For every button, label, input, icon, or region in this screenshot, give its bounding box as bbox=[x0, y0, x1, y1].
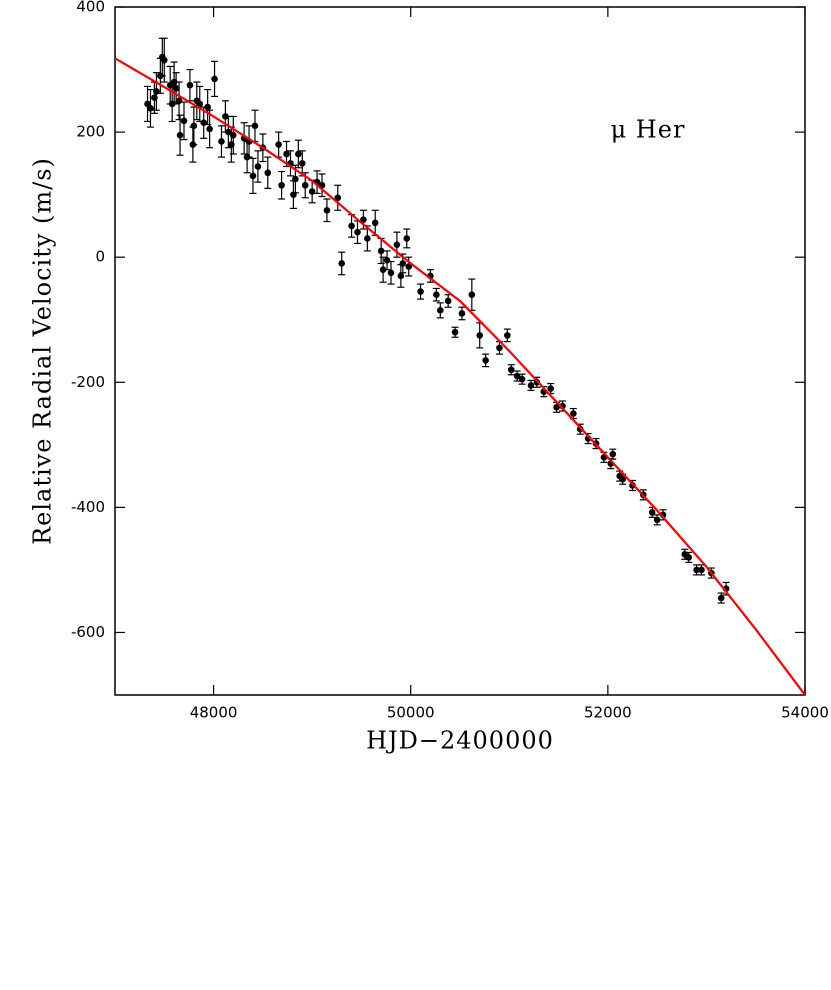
data-point bbox=[225, 128, 232, 136]
y-tick-label: -200 bbox=[71, 373, 105, 391]
data-point bbox=[379, 266, 387, 273]
data-point bbox=[547, 385, 554, 392]
data-point bbox=[504, 332, 511, 339]
data-point bbox=[685, 554, 692, 561]
data-point bbox=[354, 228, 361, 236]
data-point bbox=[196, 100, 204, 108]
data-point bbox=[190, 122, 198, 130]
data-point bbox=[334, 194, 342, 202]
data-point bbox=[180, 117, 188, 125]
data-point bbox=[211, 75, 218, 83]
data-point bbox=[433, 291, 440, 299]
data-point bbox=[417, 288, 424, 295]
data-point bbox=[254, 163, 262, 170]
data-point bbox=[619, 475, 626, 483]
data-point bbox=[176, 131, 184, 139]
data-point bbox=[399, 260, 407, 267]
x-tick-label: 54000 bbox=[781, 704, 829, 722]
data-point bbox=[507, 366, 515, 374]
data-point bbox=[496, 344, 503, 352]
data-point bbox=[377, 247, 385, 255]
data-point bbox=[397, 272, 405, 280]
x-tick-label: 48000 bbox=[190, 704, 238, 722]
data-point bbox=[482, 357, 489, 364]
data-point bbox=[609, 450, 617, 458]
data-point bbox=[206, 125, 213, 133]
y-tick-label: 0 bbox=[95, 248, 105, 266]
data-point bbox=[527, 382, 535, 389]
x-axis-label: HJD−2400000 bbox=[366, 727, 554, 755]
fit-line bbox=[115, 57, 805, 695]
x-tick-label: 52000 bbox=[584, 704, 632, 722]
data-point bbox=[653, 516, 661, 524]
data-point bbox=[444, 297, 452, 305]
data-point bbox=[405, 263, 413, 270]
data-point bbox=[648, 509, 656, 516]
data-point bbox=[283, 150, 290, 158]
data-point bbox=[251, 122, 259, 130]
data-point bbox=[387, 269, 395, 277]
data-point bbox=[393, 241, 401, 248]
x-tick-label: 50000 bbox=[387, 704, 435, 722]
y-tick-label: -400 bbox=[71, 498, 105, 516]
data-point bbox=[298, 160, 306, 167]
data-point bbox=[275, 141, 282, 148]
data-point bbox=[570, 410, 577, 417]
data-point bbox=[364, 235, 371, 242]
plot-frame bbox=[114, 6, 806, 696]
data-point bbox=[518, 375, 526, 383]
data-point bbox=[295, 150, 302, 158]
data-point bbox=[278, 181, 285, 189]
data-point bbox=[249, 172, 257, 180]
data-point bbox=[468, 291, 476, 299]
data-point bbox=[204, 103, 211, 111]
y-tick-label: 400 bbox=[76, 0, 105, 16]
data-point bbox=[476, 332, 484, 339]
data-point bbox=[292, 175, 299, 183]
data-point bbox=[323, 206, 331, 214]
data-point bbox=[172, 85, 180, 92]
data-point bbox=[218, 138, 225, 145]
y-axis-label: Relative Radial Velocity (m/s) bbox=[29, 157, 57, 545]
y-tick-label: 200 bbox=[76, 123, 105, 141]
data-point bbox=[458, 310, 466, 317]
data-point bbox=[383, 257, 391, 264]
data-point bbox=[403, 235, 411, 242]
data-point bbox=[229, 131, 237, 139]
data-point bbox=[553, 403, 560, 411]
data-point bbox=[348, 222, 355, 230]
annotation: μ Her bbox=[611, 116, 686, 144]
data-point bbox=[698, 566, 705, 574]
data-point bbox=[451, 328, 459, 336]
data-point bbox=[301, 181, 309, 189]
data-point bbox=[717, 594, 725, 602]
data-point bbox=[693, 566, 700, 574]
data-point bbox=[264, 169, 272, 177]
y-tick-label: -600 bbox=[71, 623, 105, 641]
data-point bbox=[147, 105, 154, 112]
data-point bbox=[186, 81, 194, 89]
data-point bbox=[371, 219, 379, 227]
data-point bbox=[160, 56, 168, 64]
data-point bbox=[436, 307, 444, 314]
data-point bbox=[338, 260, 346, 267]
data-point bbox=[360, 216, 367, 223]
